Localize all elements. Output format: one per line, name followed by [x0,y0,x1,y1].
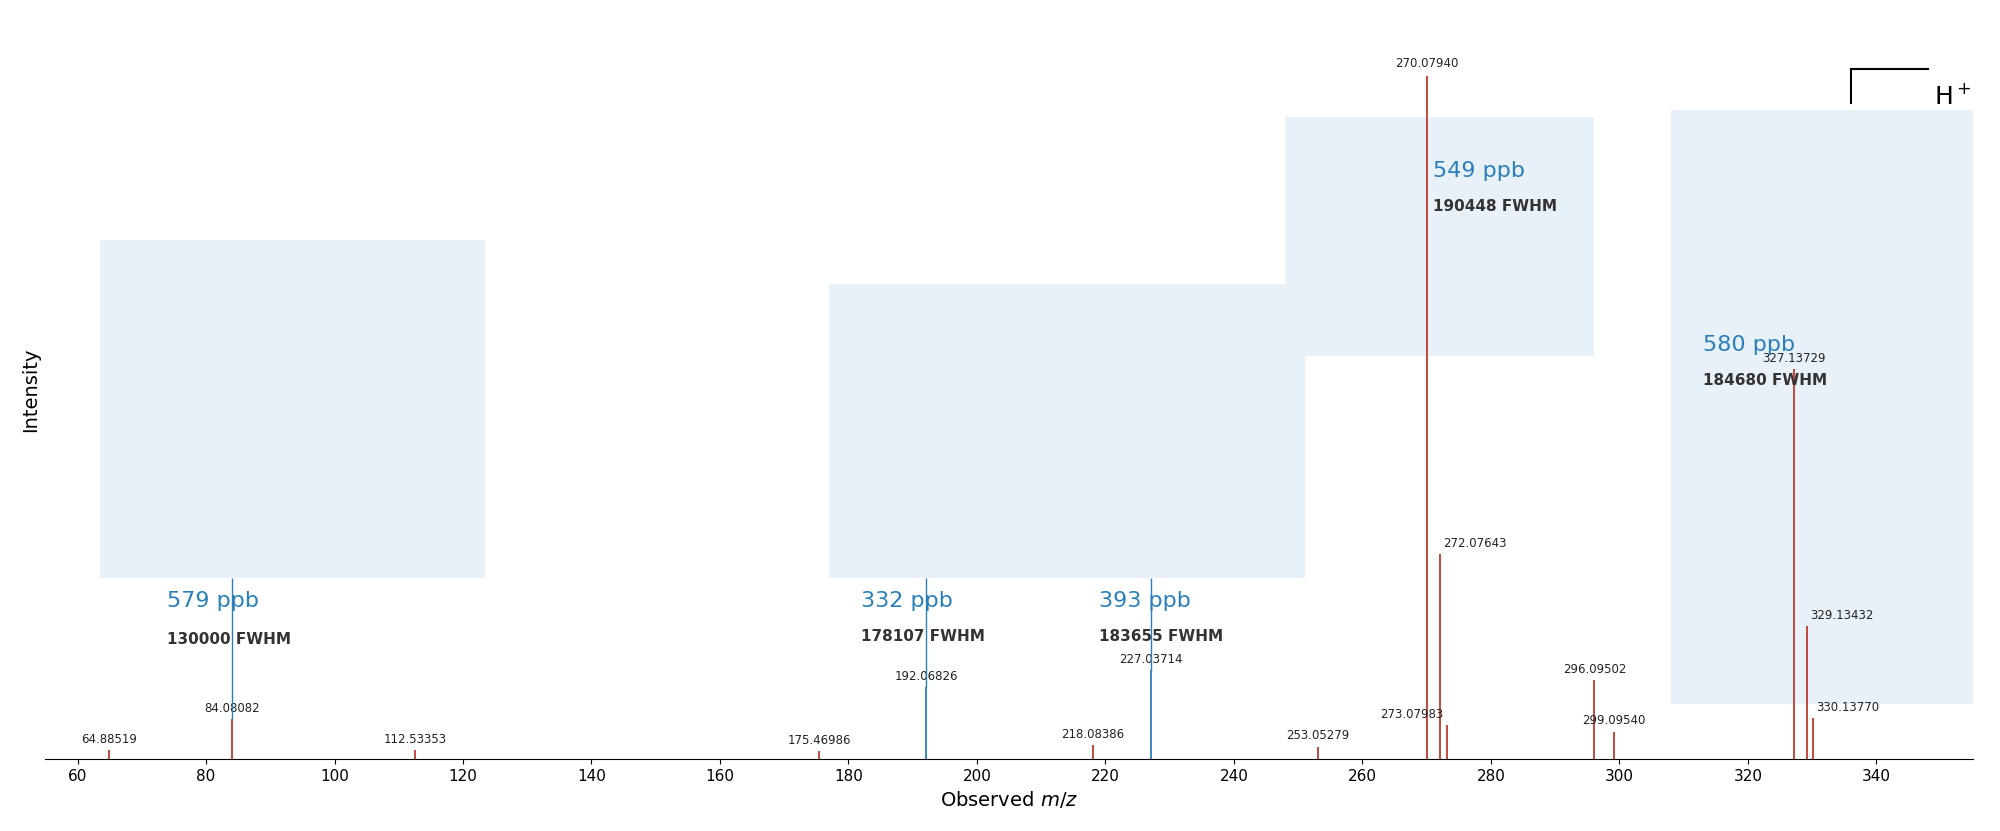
Text: 330.13770: 330.13770 [1816,701,1880,714]
Text: 253.05279: 253.05279 [1286,730,1350,742]
Text: 327.13729: 327.13729 [1762,352,1826,366]
FancyBboxPatch shape [100,239,486,578]
Text: 299.09540: 299.09540 [1582,715,1646,727]
Text: 190448 FWHM: 190448 FWHM [1434,199,1558,214]
Text: 130000 FWHM: 130000 FWHM [168,632,292,647]
X-axis label: Observed $m/z$: Observed $m/z$ [940,789,1078,810]
Text: 296.09502: 296.09502 [1562,663,1626,676]
Text: 332 ppb: 332 ppb [862,592,954,612]
Text: 64.88519: 64.88519 [80,733,136,746]
Text: 184680 FWHM: 184680 FWHM [1702,373,1828,388]
Text: 192.06826: 192.06826 [894,670,958,683]
Text: 329.13432: 329.13432 [1810,608,1874,622]
FancyBboxPatch shape [830,284,1066,578]
Text: 549 ppb: 549 ppb [1434,161,1526,181]
Text: H$^+$: H$^+$ [1934,83,1972,109]
Text: 183655 FWHM: 183655 FWHM [1100,629,1224,644]
Text: 178107 FWHM: 178107 FWHM [862,629,986,644]
Text: 580 ppb: 580 ppb [1702,335,1796,355]
Text: 393 ppb: 393 ppb [1100,592,1190,612]
FancyBboxPatch shape [1670,110,1980,704]
Text: 273.07983: 273.07983 [1380,708,1444,720]
Text: 112.53353: 112.53353 [384,733,446,746]
Text: 272.07643: 272.07643 [1444,537,1506,550]
Text: 270.07940: 270.07940 [1396,57,1458,70]
Text: 175.46986: 175.46986 [788,734,852,746]
FancyBboxPatch shape [1286,116,1594,356]
Text: 227.03714: 227.03714 [1118,653,1182,666]
Y-axis label: Intensity: Intensity [20,347,40,432]
Text: 579 ppb: 579 ppb [168,592,260,612]
Text: 84.08082: 84.08082 [204,702,260,715]
FancyBboxPatch shape [1066,284,1304,578]
Text: 218.08386: 218.08386 [1062,728,1124,741]
